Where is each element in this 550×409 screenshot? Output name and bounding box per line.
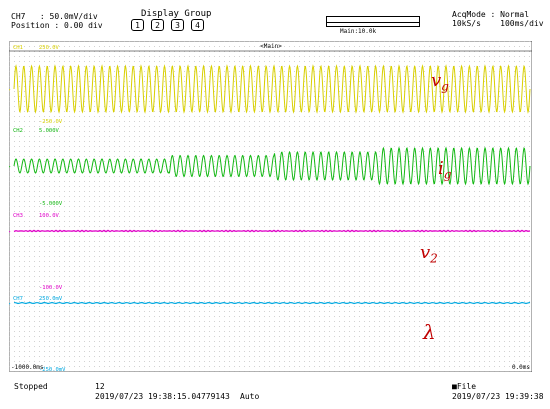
channel-zero-marker-ch2: ▸ xyxy=(9,164,11,170)
channel-label-ch7: CH7 xyxy=(13,296,23,302)
trace-ch1 xyxy=(13,64,531,114)
label-v2: v2 xyxy=(420,242,438,266)
channel-zero-marker-ch3: ▸ xyxy=(9,229,11,235)
channel-top-scale-ch2: 5.000V xyxy=(39,128,60,134)
time-right-label: 0.0ms xyxy=(512,364,530,371)
record-number: 12 xyxy=(95,382,105,391)
trace-ch7 xyxy=(13,301,531,305)
channel-zero-marker-ch7: ▸ xyxy=(9,301,11,307)
sample-rate: 10kS/s 100ms/div xyxy=(452,19,544,28)
trace-ch3 xyxy=(13,229,531,233)
end-time: 2019/07/23 19:39:38 xyxy=(452,392,544,401)
record-position-bar[interactable] xyxy=(326,16,420,27)
channel-bottom-scale-ch7: -250.0mV xyxy=(39,367,66,372)
channel-label-ch3: CH3 xyxy=(13,213,23,219)
channel-top-scale-ch3: 100.0V xyxy=(39,213,60,219)
channel-bottom-scale-ch1: -250.0V xyxy=(39,119,63,125)
time-left-label: -1000.0ms xyxy=(11,364,44,371)
label-vg: vg xyxy=(431,70,449,94)
channel-top-scale-ch1: 250.0V xyxy=(39,45,60,51)
display-group-button-2[interactable]: 2 xyxy=(151,19,164,31)
trigger-mode: Auto xyxy=(240,392,260,401)
channel-label-ch2: CH2 xyxy=(13,128,23,134)
trace-ch2 xyxy=(13,146,531,186)
file-indicator[interactable]: ■File xyxy=(452,382,477,391)
start-time: 2019/07/23 19:38:15.04779143 xyxy=(95,392,230,401)
channel-bottom-scale-ch3: -100.0V xyxy=(39,285,63,291)
main-record-label: Main:10.0k xyxy=(340,28,377,35)
position-readout: Position : 0.00 div xyxy=(11,21,103,30)
file-icon: ■ xyxy=(452,382,457,391)
display-group-button-1[interactable]: 1 xyxy=(131,19,144,31)
scope-grid xyxy=(9,41,532,372)
channel-bottom-scale-ch2: -5.000V xyxy=(39,201,63,207)
zoom-tag: <Main> xyxy=(260,43,282,50)
label-lambda: λ xyxy=(423,320,436,344)
channel-label-ch1: CH1 xyxy=(13,45,23,51)
channel-top-scale-ch7: 250.0mV xyxy=(39,296,63,302)
acq-mode: AcqMode : Normal xyxy=(452,10,530,19)
display-group-button-4[interactable]: 4 xyxy=(191,19,204,31)
label-ig: ig xyxy=(438,158,452,182)
display-group-label: Display Group xyxy=(141,9,212,19)
scope-screen[interactable]: <Main> CH1 250.0V -250.0V ▸ CH2 5.000V -5.000V… xyxy=(9,41,532,372)
channel-zero-marker-ch1: ▸ xyxy=(9,87,11,93)
display-group-button-3[interactable]: 3 xyxy=(171,19,184,31)
channel-scale: CH7 : 50.0mV/div xyxy=(11,12,98,21)
acquisition-status: Stopped xyxy=(14,382,48,391)
